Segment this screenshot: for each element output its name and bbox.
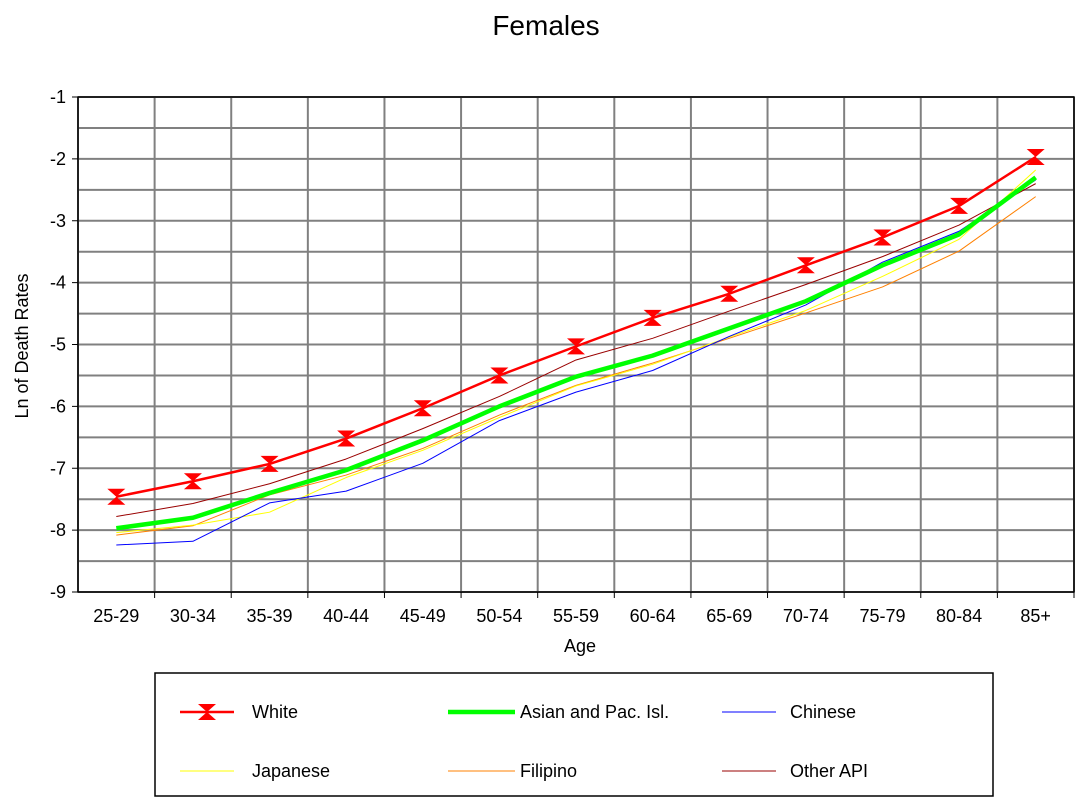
y-tick-label: -5 (50, 335, 66, 355)
x-tick-label: 75-79 (859, 606, 905, 626)
legend-label: Japanese (252, 761, 330, 781)
legend-box (154, 672, 994, 797)
data-point-marker (720, 285, 739, 302)
legend-label: Filipino (520, 761, 577, 781)
x-tick-label: 35-39 (247, 606, 293, 626)
x-tick-label: 50-54 (476, 606, 522, 626)
x-tick-label: 80-84 (936, 606, 982, 626)
y-tick-label: -2 (50, 149, 66, 169)
series-line-filipino (116, 196, 1036, 536)
x-tick-label: 25-29 (93, 606, 139, 626)
y-axis-label: Ln of Death Rates (12, 273, 32, 418)
legend-label: Chinese (790, 702, 856, 722)
legend-label: Asian and Pac. Isl. (520, 702, 669, 722)
data-point-marker (107, 488, 126, 505)
series-line-chinese (116, 179, 1036, 546)
data-point-marker (337, 430, 356, 447)
series-line-white (116, 155, 1037, 498)
legend-label: Other API (790, 761, 868, 781)
legend-item: Other API (722, 761, 868, 781)
x-axis-label: Age (564, 636, 596, 656)
series-line-japanese (116, 169, 1037, 534)
y-tick-label: -3 (50, 211, 66, 231)
data-point-marker (413, 400, 432, 417)
x-tick-label: 40-44 (323, 606, 369, 626)
series-lines (107, 149, 1045, 546)
y-tick-label: -9 (50, 582, 66, 602)
y-tick-label: -8 (50, 520, 66, 540)
legend-label: White (252, 702, 298, 722)
x-tick-label: 45-49 (400, 606, 446, 626)
y-axis-ticks: -1 -2 -3 -4 -5 -6 -7 -8 -9 (50, 87, 78, 602)
data-point-marker (490, 367, 509, 384)
x-tick-label: 60-64 (630, 606, 676, 626)
x-tick-label: 30-34 (170, 606, 216, 626)
data-point-marker (1026, 149, 1045, 166)
y-tick-label: -1 (50, 87, 66, 107)
y-tick-label: -7 (50, 458, 66, 478)
legend-item: Chinese (722, 702, 856, 722)
x-tick-label: 85+ (1020, 606, 1051, 626)
data-point-marker (643, 309, 662, 326)
legend-item: Filipino (448, 761, 577, 781)
data-point-marker (796, 257, 815, 274)
x-tick-label: 55-59 (553, 606, 599, 626)
x-tick-label: 65-69 (706, 606, 752, 626)
series-line-asian-and-pac-isl- (116, 175, 1038, 531)
data-point-marker (183, 473, 202, 490)
y-tick-label: -4 (50, 273, 66, 293)
data-point-marker (567, 338, 585, 355)
x-tick-label: 70-74 (783, 606, 829, 626)
legend-item: Japanese (180, 761, 330, 781)
series-line-other-api (116, 183, 1036, 518)
x-axis-ticks: 25-29 30-34 35-39 40-44 45-49 50-54 55-59 60-64… (93, 592, 1075, 626)
plot-frame (77, 96, 1075, 593)
y-tick-label: -6 (50, 396, 66, 416)
legend: White Asian and Pac. Isl. Chinese Japanese F… (154, 672, 994, 797)
chart-title: Females (492, 10, 599, 41)
data-point-marker (873, 229, 892, 246)
legend-item: White (180, 702, 298, 722)
legend-item: Asian and Pac. Isl. (448, 702, 669, 722)
data-point-marker (950, 197, 969, 214)
legend-marker (198, 704, 216, 720)
data-point-marker (260, 455, 279, 472)
